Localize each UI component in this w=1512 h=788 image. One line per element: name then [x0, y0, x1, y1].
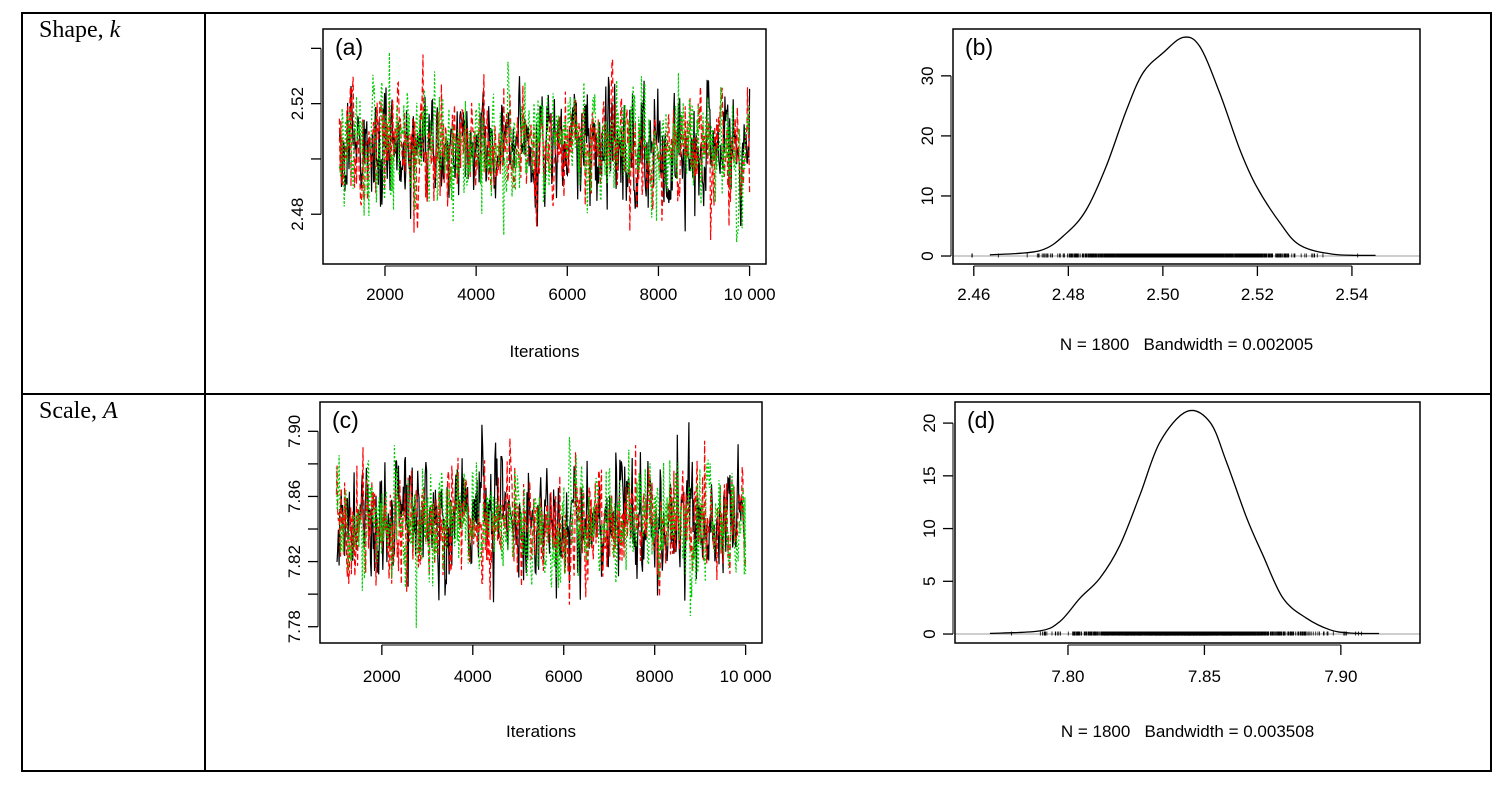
x-tick-label: 6000 [548, 285, 586, 304]
table-column-divider [204, 12, 206, 772]
density-curve [989, 409, 1380, 635]
plot-area [955, 409, 1420, 636]
y-tick-label: 0 [920, 629, 939, 638]
table-border-right [1490, 12, 1492, 772]
y-tick-label: 20 [920, 414, 939, 433]
table-border-left [21, 12, 23, 772]
panel-label: (d) [967, 407, 995, 433]
y-axis: 2.48 2.52 [288, 47, 322, 231]
x-tick-label: 2.54 [1335, 285, 1368, 304]
plot-area [953, 36, 1420, 258]
x-tick-label: 8000 [636, 667, 674, 686]
trace-series-2 [338, 54, 751, 241]
x-tick-label: 2.50 [1146, 285, 1179, 304]
y-tick-label: 10 [918, 186, 937, 205]
plot-area [338, 52, 751, 243]
trace-series-1 [336, 422, 747, 603]
x-tick-label: 2.48 [1052, 285, 1085, 304]
panel-b: 2.46 2.48 2.50 2.52 2.54 N = 1800 Bandwidth =… [918, 28, 1421, 354]
x-tick-label: 7.85 [1188, 667, 1221, 686]
plot-frame [322, 28, 767, 265]
plot-frame [319, 401, 763, 644]
table-border-top [21, 12, 1492, 14]
y-axis: 0 5 10 15 20 [920, 414, 954, 639]
x-tick-label: 2.52 [1241, 285, 1274, 304]
y-tick-label: 30 [918, 66, 937, 85]
x-axis: 2000 4000 6000 8000 10 000 [363, 644, 772, 686]
y-tick-label: 0 [918, 251, 937, 260]
table-row-divider [21, 393, 1492, 395]
row-label-symbol: A [102, 398, 118, 424]
x-axis-title: N = 1800 Bandwidth = 0.002005 [1060, 335, 1313, 354]
plot-frame [954, 401, 1421, 644]
x-tick-label: 4000 [457, 285, 495, 304]
row-label-scale: Scale, A [39, 398, 118, 425]
row-label-text: Shape, [39, 17, 110, 43]
x-tick-label: 2000 [363, 667, 401, 686]
panel-c: 2000 4000 6000 8000 10 000 Iterations 7.78 7.82… [285, 401, 772, 741]
y-tick-label: 7.90 [285, 415, 304, 448]
trace-series-3 [338, 52, 751, 243]
y-tick-label: 2.48 [288, 198, 307, 231]
table-border-bottom [21, 770, 1492, 772]
x-axis-title: Iterations [510, 342, 580, 361]
y-tick-label: 15 [920, 466, 939, 485]
panel-d: 7.80 7.85 7.90 N = 1800 Bandwidth = 0.00350… [920, 401, 1421, 741]
x-axis: 2.46 2.48 2.50 2.52 2.54 [957, 265, 1368, 304]
x-tick-label: 10 000 [720, 667, 772, 686]
y-tick-label: 2.52 [288, 87, 307, 120]
x-tick-label: 4000 [454, 667, 492, 686]
x-axis: 2000 4000 6000 8000 10 000 [366, 265, 776, 304]
plot-area [335, 422, 747, 628]
panel-label: (c) [332, 407, 359, 433]
y-tick-label: 7.78 [285, 610, 304, 643]
row-label-symbol: k [109, 17, 121, 43]
x-tick-label: 2000 [366, 285, 404, 304]
y-axis: 7.78 7.82 7.86 7.90 [285, 415, 319, 643]
y-tick-label: 5 [920, 577, 939, 586]
y-tick-label: 7.82 [285, 545, 304, 578]
x-tick-label: 7.80 [1051, 667, 1084, 686]
x-tick-label: 6000 [545, 667, 583, 686]
x-axis-title: N = 1800 Bandwidth = 0.003508 [1061, 722, 1314, 741]
x-tick-label: 2.46 [957, 285, 990, 304]
panel-label: (a) [335, 34, 363, 60]
x-tick-label: 10 000 [724, 285, 776, 304]
x-axis: 7.80 7.85 7.90 [1051, 644, 1357, 686]
row-label-text: Scale, [39, 398, 103, 424]
rug [971, 253, 1359, 258]
y-tick-label: 7.86 [285, 480, 304, 513]
density-curve [989, 36, 1376, 257]
y-tick-label: 20 [918, 126, 937, 145]
rug [1011, 631, 1363, 636]
y-axis: 0 10 20 30 [918, 66, 952, 261]
trace-series-3 [335, 437, 747, 628]
x-tick-label: 8000 [640, 285, 678, 304]
x-tick-label: 7.90 [1324, 667, 1357, 686]
row-label-shape: Shape, k [39, 17, 120, 44]
panel-a: 2000 4000 6000 8000 10 000 Iterations 2.48 2.52… [288, 28, 776, 361]
panel-label: (b) [965, 34, 993, 60]
x-axis-title: Iterations [506, 722, 576, 741]
plot-frame [952, 28, 1421, 265]
y-tick-label: 10 [920, 519, 939, 538]
